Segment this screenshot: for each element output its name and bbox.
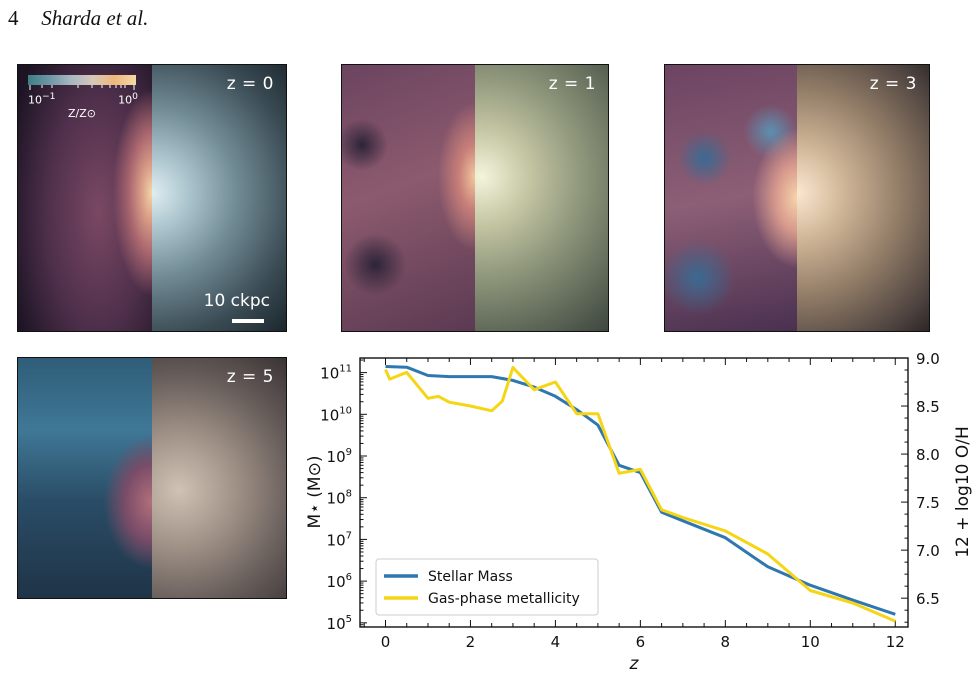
redshift-label: z = 0 — [226, 74, 274, 94]
panel-z3: z = 3 — [664, 64, 930, 332]
page-header: 4 Sharda et al. — [8, 6, 148, 31]
legend-box — [375, 558, 599, 616]
colorbar-ticks — [29, 85, 135, 90]
y-right-tick-label: 7.0 — [916, 542, 940, 560]
stellar-map — [797, 65, 929, 331]
stellar-map — [152, 65, 286, 331]
panel-z1: z = 1 — [341, 64, 609, 332]
stellar-map — [475, 65, 608, 331]
stellar-map — [152, 358, 286, 598]
mass-metallicity-chart: 0 2 4 6 8 10 12 105 106 107 108 109 1010 1011 6.5 7.0 7.… — [305, 350, 973, 674]
x-tick-label: 12 — [886, 633, 905, 651]
series-stellar-mass — [385, 365, 896, 616]
colorbar-high-label: 100 — [118, 91, 138, 107]
x-axis-label: z — [629, 654, 640, 674]
y-right-tick-label: 6.5 — [916, 590, 940, 608]
legend: Stellar Mass Gas-phase metallicity — [375, 558, 599, 616]
scale-bar — [232, 319, 264, 323]
metallicity-map — [18, 65, 152, 331]
metallicity-map — [665, 65, 797, 331]
metallicity-map — [18, 358, 152, 598]
colorbar-strip — [28, 75, 136, 85]
x-tick-label: 0 — [381, 633, 391, 651]
panel-z5: z = 5 — [17, 357, 287, 599]
redshift-label: z = 1 — [548, 74, 596, 94]
redshift-label: z = 5 — [226, 367, 274, 387]
colorbar-title: Z/Z⊙ — [68, 106, 96, 120]
panel-z0: 10−1 100 Z/Z⊙ z = 0 10 ckpc — [17, 64, 287, 332]
y-left-tick-label: 105 — [327, 614, 352, 633]
y-right-tick-label: 9.0 — [916, 350, 940, 368]
y-left-tick-label: 106 — [327, 572, 352, 591]
y-left-tick-label: 107 — [327, 530, 352, 549]
y-right-tick-label: 8.5 — [916, 398, 940, 416]
colorbar-low-label: 10−1 — [28, 91, 56, 107]
plot-frame — [359, 357, 909, 628]
y-left-tick-label: 108 — [327, 489, 352, 508]
x-tick-label: 2 — [466, 633, 476, 651]
redshift-label: z = 3 — [869, 74, 917, 94]
x-tick-label: 6 — [636, 633, 646, 651]
metallicity-colorbar: 10−1 100 Z/Z⊙ — [28, 75, 138, 120]
legend-label-stellar: Stellar Mass — [428, 569, 513, 585]
scale-bar-label: 10 ckpc — [203, 291, 270, 311]
y-left-tick-label: 109 — [327, 447, 352, 466]
y-right-tick-label: 8.0 — [916, 446, 940, 464]
y-right-tick-label: 7.5 — [916, 494, 940, 512]
x-tick-label: 10 — [801, 633, 820, 651]
running-authors: Sharda et al. — [41, 6, 149, 30]
legend-label-gas: Gas-phase metallicity — [428, 591, 580, 607]
y-left-tick-label: 1011 — [320, 364, 352, 383]
x-tick-label: 4 — [551, 633, 561, 651]
y-axis-right-label: 12 + log10 O/H — [953, 426, 973, 558]
y-axis-left-label: M⋆ (M⊙) — [305, 456, 325, 529]
y-left-tick-label: 1010 — [320, 405, 352, 424]
x-tick-label: 8 — [721, 633, 731, 651]
page-number: 4 — [8, 6, 19, 30]
metallicity-map — [342, 65, 475, 331]
series-gas-metallicity — [384, 366, 896, 623]
